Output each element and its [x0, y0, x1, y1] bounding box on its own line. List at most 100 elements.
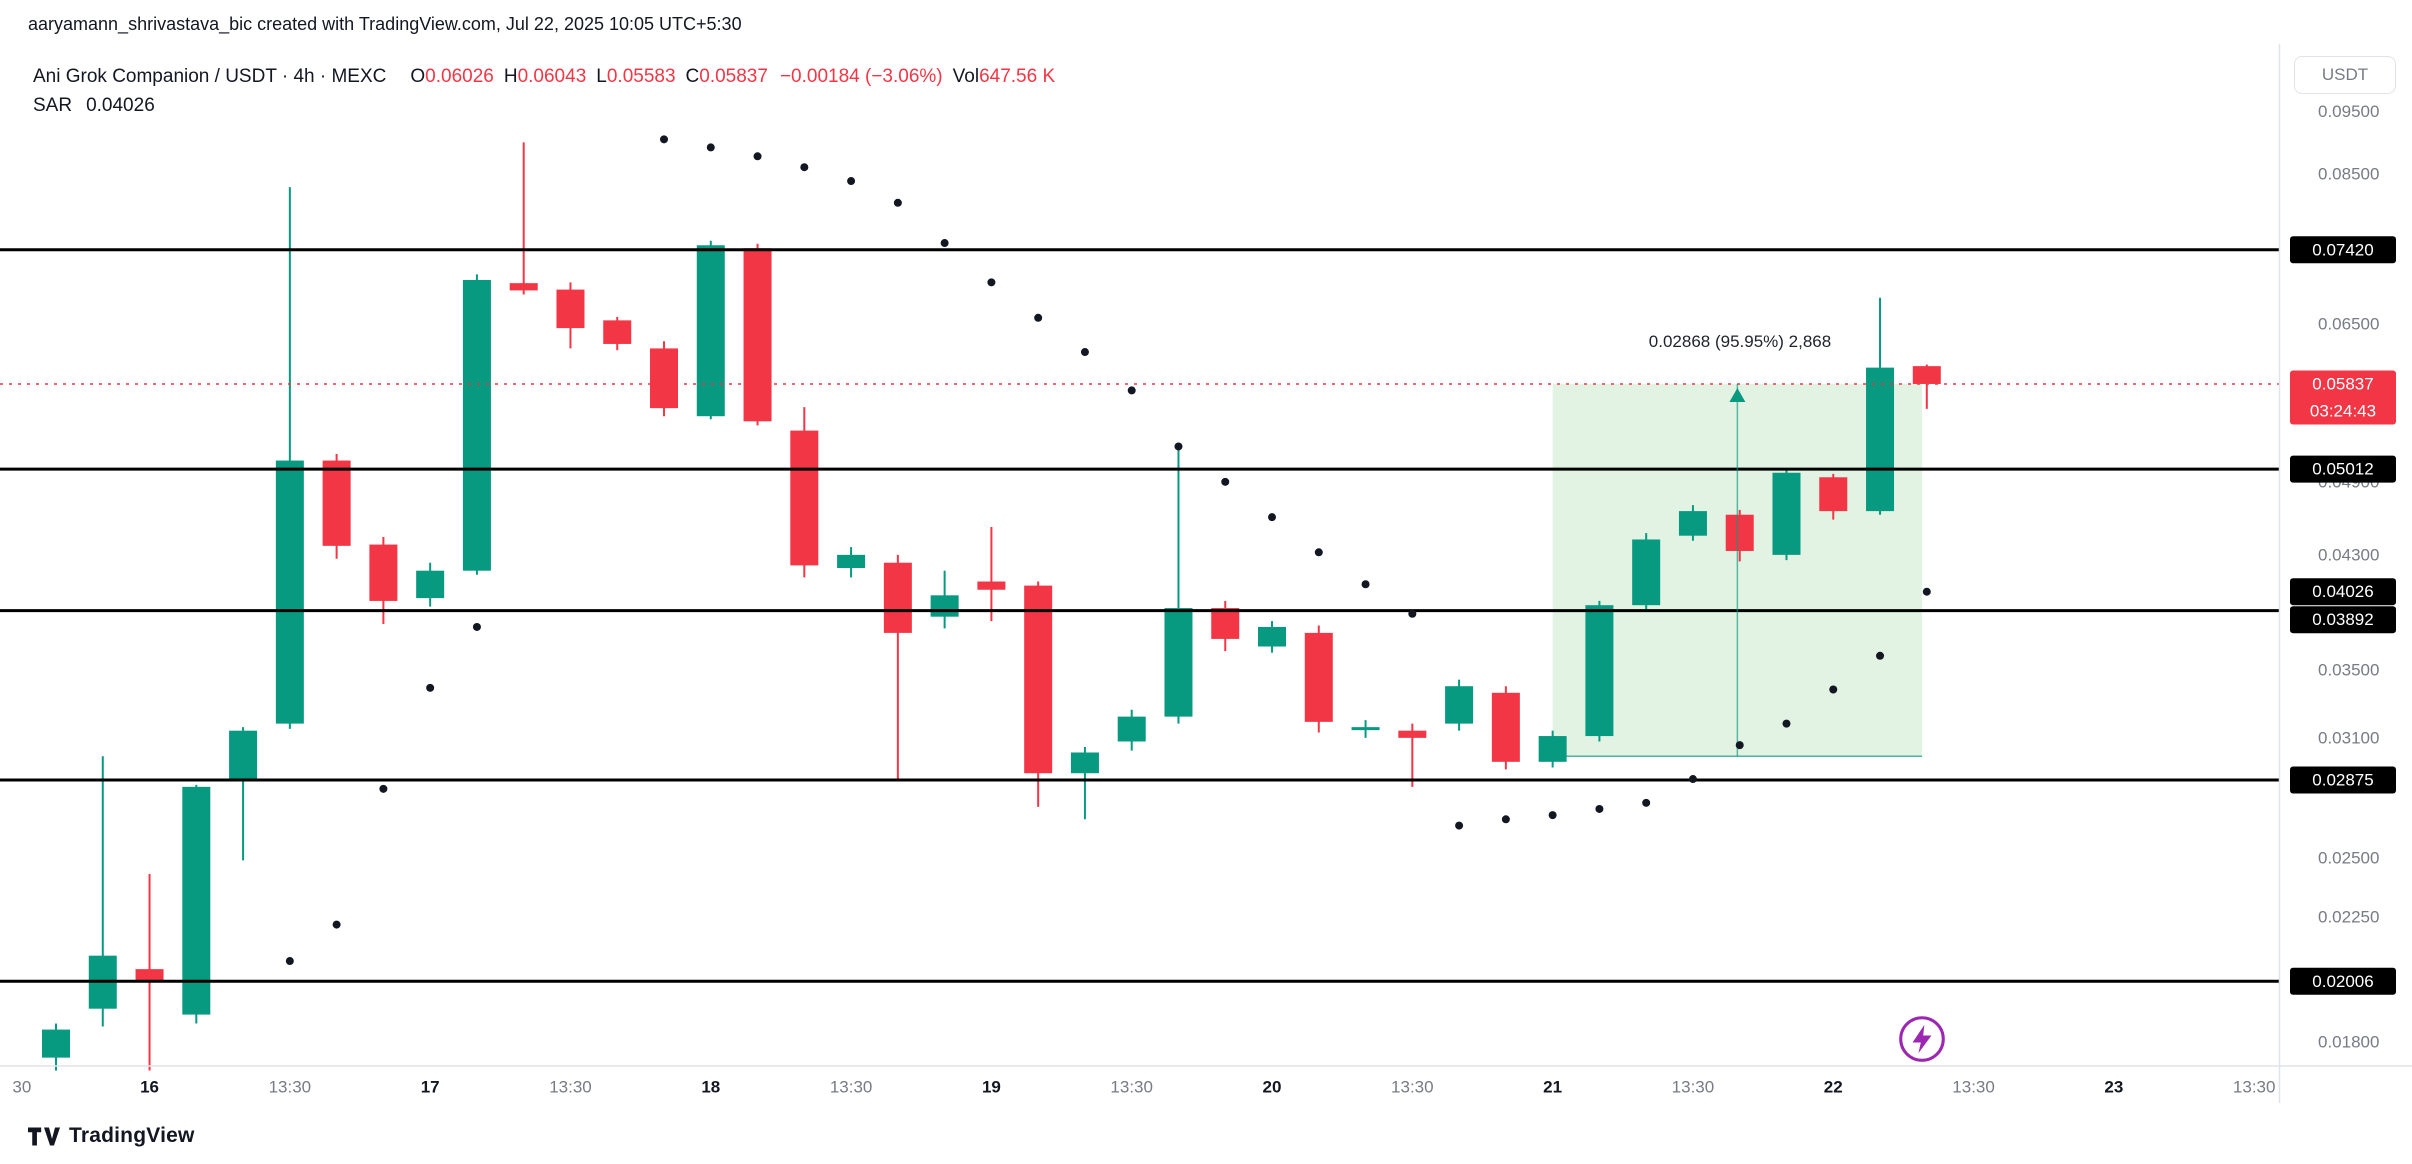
sar-dot [472, 622, 481, 631]
time-axis-label: 13:30 [1952, 1078, 1995, 1097]
price-axis-label: 0.01800 [2318, 1032, 2379, 1051]
candle-body [1445, 686, 1474, 724]
candle-body [1117, 716, 1146, 742]
sar-dot [1221, 477, 1230, 486]
candle [1819, 473, 1848, 520]
candle [1211, 600, 1240, 652]
price-axis-pane[interactable] [2279, 44, 2412, 1066]
time-axis-label: 17 [421, 1078, 440, 1097]
low-label: L [596, 66, 607, 87]
price-level-badge [2290, 455, 2396, 483]
candle-body [1351, 727, 1380, 731]
candle [275, 187, 304, 729]
candle [1164, 445, 1193, 724]
current-price-badge [2290, 370, 2396, 425]
time-axis-label: 13:30 [1110, 1078, 1153, 1097]
time-axis-label: 22 [1824, 1078, 1843, 1097]
candle [322, 453, 351, 559]
open-value: 0.06026 [425, 66, 494, 87]
candle-body [369, 544, 398, 601]
time-axis-pane[interactable] [0, 1066, 2412, 1110]
candle [509, 142, 538, 295]
price-level-badge-bg [2290, 606, 2396, 634]
candle [1632, 533, 1661, 610]
time-axis-label: 30 [12, 1078, 31, 1097]
time-axis-label: 16 [140, 1078, 159, 1097]
sar-dot [1782, 719, 1791, 728]
candle-body [322, 460, 351, 546]
candle [1351, 720, 1380, 738]
price-level-badge-text: 0.07420 [2312, 240, 2373, 259]
price-level-badge [2290, 766, 2396, 794]
time-axis-label: 13:30 [1672, 1078, 1715, 1097]
candle [696, 240, 725, 420]
candle-body [509, 283, 538, 291]
open-label: O [410, 66, 426, 87]
candle [837, 547, 866, 578]
position-tool-label[interactable]: 0.02868 (95.95%) 2,868 [1648, 332, 1832, 351]
high-label: H [503, 66, 518, 87]
sar-dot [1642, 798, 1651, 807]
candle [1912, 364, 1941, 409]
candle-body [1024, 585, 1053, 774]
sar-dot [1408, 609, 1417, 618]
candle-body [790, 430, 819, 566]
sar-dot [426, 683, 435, 692]
candle [135, 874, 164, 1071]
candle-body [1678, 511, 1707, 536]
tradingview-logo-icon[interactable] [28, 1127, 60, 1146]
sar-dot [1548, 811, 1557, 820]
symbol-title[interactable]: Ani Grok Companion / USDT · 4h · MEXC [33, 66, 387, 87]
candle-body [977, 581, 1006, 590]
sar-dot [893, 198, 902, 207]
sar-dot [1876, 651, 1885, 660]
sar-dot [1268, 513, 1277, 522]
candle-body [42, 1029, 70, 1058]
candle-body [1164, 608, 1193, 717]
candle-body [182, 786, 211, 1015]
indicator-name[interactable]: SAR [33, 95, 73, 116]
candle-body [1304, 632, 1333, 722]
candle [1491, 686, 1520, 770]
candle-body [696, 245, 725, 417]
sar-dot [1174, 442, 1183, 451]
price-level-badge-text: 0.05012 [2312, 460, 2373, 479]
price-axis-label: 0.04300 [2318, 545, 2379, 564]
flash-reaction-icon[interactable] [1896, 1013, 1948, 1065]
candle [1024, 581, 1053, 807]
price-level-badge-text: 0.02006 [2312, 972, 2373, 991]
time-axis-label: 21 [1543, 1078, 1562, 1097]
sar-dot [1688, 775, 1697, 784]
time-axis-label: 13:30 [549, 1078, 592, 1097]
price-level-badge-text: 0.04026 [2312, 582, 2373, 601]
time-axis-label: 13:30 [2233, 1078, 2276, 1097]
sar-dot [1361, 580, 1370, 589]
price-level-badge-bg [2290, 967, 2396, 995]
price-level-badge [2290, 967, 2396, 995]
candle-body [1258, 626, 1287, 647]
candle [1725, 509, 1754, 562]
currency-toggle-button[interactable]: USDT [2294, 56, 2396, 94]
candle-body [1491, 692, 1520, 762]
candle [930, 570, 959, 629]
candle-body [1725, 514, 1754, 551]
candle [1117, 709, 1146, 751]
candle-body [1211, 608, 1240, 639]
candle-body [603, 320, 632, 344]
candle [1304, 625, 1333, 733]
sar-dot [1314, 548, 1323, 557]
sar-dot [847, 177, 856, 186]
candle-body [1912, 366, 1941, 384]
price-level-badge [2290, 236, 2396, 264]
candle [416, 562, 445, 607]
candle-body [1632, 539, 1661, 606]
price-level-badge-bg [2290, 766, 2396, 794]
time-axis-label: 20 [1263, 1078, 1282, 1097]
candle [1258, 621, 1287, 653]
candle [182, 784, 211, 1024]
time-axis-label: 18 [701, 1078, 720, 1097]
sar-dot [1501, 815, 1510, 824]
tradingview-brand-text[interactable]: TradingView [69, 1124, 195, 1147]
